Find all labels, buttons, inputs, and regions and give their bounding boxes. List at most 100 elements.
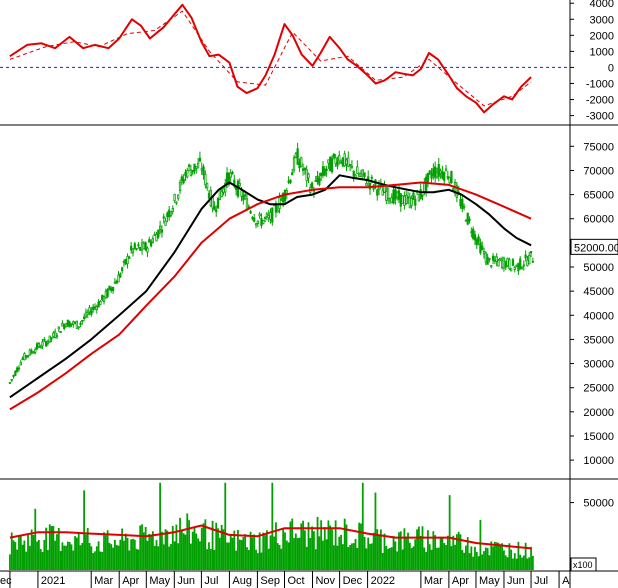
volume-bar	[77, 533, 80, 570]
candle-body	[48, 335, 51, 343]
volume-bar	[408, 542, 411, 570]
volume-bar	[188, 520, 190, 570]
candle-body	[84, 311, 88, 318]
volume-bar	[206, 549, 209, 570]
volume-bar	[345, 524, 348, 570]
candle-body	[318, 177, 321, 185]
volume-bar	[334, 520, 337, 570]
candle-body	[363, 172, 366, 177]
volume-bar	[410, 548, 413, 570]
volume-bar	[10, 532, 13, 570]
candle-body	[343, 153, 346, 167]
volume-bar	[242, 537, 245, 570]
candle-body	[115, 280, 118, 284]
volume-bar	[27, 533, 29, 570]
candle-body	[34, 349, 37, 353]
volume-bar	[526, 558, 529, 570]
candle-body	[269, 212, 272, 220]
candle-body	[88, 307, 91, 313]
volume-bar	[296, 538, 299, 570]
candle-body	[506, 258, 509, 267]
candle-body	[414, 198, 417, 206]
volume-bar	[157, 546, 160, 570]
candle-body	[291, 172, 294, 176]
candle-body	[251, 217, 254, 219]
candle-body	[260, 218, 263, 226]
volume-bar	[300, 523, 303, 570]
volume-bar	[389, 547, 391, 570]
volume-bar	[381, 552, 384, 570]
volume-bar	[229, 535, 232, 570]
volume-bar	[405, 536, 408, 570]
candle-body	[244, 194, 247, 197]
volume-bar	[215, 522, 218, 570]
volume-bar	[510, 549, 513, 570]
volume-bar	[106, 530, 109, 570]
volume-bar	[88, 542, 91, 570]
volume-bar	[56, 534, 58, 570]
candle-body	[101, 294, 104, 301]
volume-bar	[336, 545, 339, 570]
candle-body	[122, 260, 126, 263]
candle-body	[75, 320, 79, 329]
volume-bar	[41, 551, 44, 570]
candle-body	[432, 168, 435, 176]
volume-bar	[396, 551, 399, 570]
candle-body	[160, 229, 164, 233]
candle-body	[477, 236, 480, 242]
candle-body	[289, 179, 292, 184]
volume-bar	[12, 540, 15, 570]
candle-body	[14, 371, 17, 376]
candle-body	[93, 306, 97, 309]
candle-body	[339, 161, 343, 164]
volume-bar	[432, 531, 435, 570]
candle-body	[470, 231, 473, 234]
candle-body	[403, 195, 406, 206]
volume-bar	[54, 540, 57, 570]
candle-body	[305, 169, 308, 182]
candle-body	[408, 196, 411, 208]
candle-body	[169, 211, 173, 216]
candle-body	[206, 182, 209, 189]
volume-bar	[269, 535, 272, 570]
volume-bar	[383, 533, 386, 570]
candle-body	[280, 198, 283, 201]
candle-body	[475, 239, 478, 246]
volume-bar	[260, 552, 263, 570]
candle-body	[341, 157, 345, 167]
volume-bar	[177, 543, 180, 570]
volume-bar	[314, 549, 317, 570]
candle-body	[423, 182, 426, 193]
candle-body	[434, 166, 437, 178]
volume-bar	[222, 529, 225, 570]
candle-body	[175, 201, 178, 204]
candle-body	[522, 264, 525, 267]
x-tick-label: 2022	[371, 575, 395, 587]
volume-bar	[318, 536, 321, 570]
volume-bar	[34, 508, 37, 570]
candle-body	[41, 341, 44, 347]
candle-body	[142, 242, 145, 250]
volume-bar	[419, 535, 422, 570]
volume-bar	[179, 517, 181, 570]
volume-bar	[293, 538, 295, 570]
x-tick-label: Dec	[343, 575, 363, 587]
volume-bar	[417, 526, 420, 570]
candle-body	[220, 190, 223, 198]
volume-bar	[522, 555, 525, 570]
last-price-label: 52000.00	[574, 242, 618, 254]
candle-body	[17, 367, 21, 370]
volume-bar	[202, 523, 205, 570]
volume-bar	[193, 526, 196, 570]
candle-body	[490, 265, 493, 268]
candle-body	[12, 374, 15, 377]
x-tick-label: Apr	[452, 575, 469, 587]
oscillator-signal-line	[9, 10, 532, 107]
candle-body	[73, 321, 77, 324]
volume-bar	[211, 520, 214, 570]
candle-body	[356, 166, 359, 174]
volume-bar	[150, 534, 152, 570]
candle-body	[10, 378, 13, 381]
volume-bar	[139, 525, 142, 570]
